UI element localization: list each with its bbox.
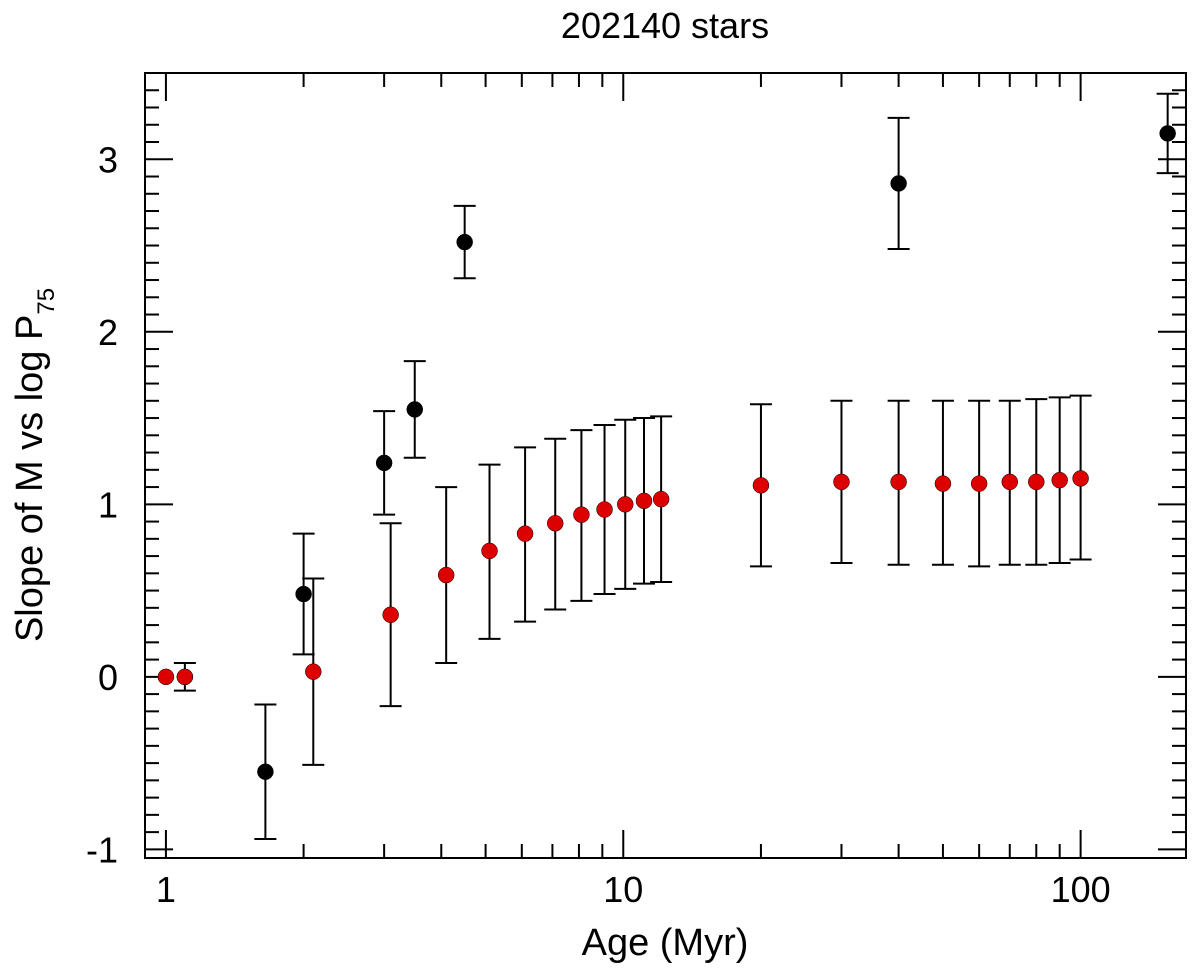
data-point-red bbox=[176, 668, 194, 686]
data-point-red bbox=[573, 506, 590, 523]
data-point-red bbox=[1072, 470, 1089, 487]
x-tick-label: 100 bbox=[1051, 869, 1111, 910]
data-point-red bbox=[157, 668, 175, 686]
y-tick-label: -1 bbox=[86, 829, 118, 870]
data-point-red bbox=[616, 496, 634, 513]
data-point-red bbox=[752, 477, 770, 494]
axes-ticks bbox=[145, 73, 1186, 858]
y-axis-label-main: Slope of M vs log P bbox=[9, 315, 51, 642]
x-axis-label: Age (Myr) bbox=[582, 922, 749, 964]
y-tick-label: 1 bbox=[98, 484, 118, 525]
data-point-black bbox=[456, 233, 473, 251]
data-point-red bbox=[481, 542, 498, 560]
y-tick-label: 2 bbox=[98, 312, 118, 353]
data-point-black bbox=[375, 454, 393, 472]
y-axis-label: Slope of M vs log P75 bbox=[9, 288, 60, 642]
chart-title: 202140 stars bbox=[561, 5, 769, 46]
plot-frame bbox=[144, 72, 1187, 859]
data-point-red bbox=[382, 606, 399, 623]
data-point-red bbox=[1028, 473, 1045, 491]
data-point-red bbox=[1001, 473, 1019, 491]
data-point-red bbox=[652, 490, 670, 508]
y-axis-label-subscript: 75 bbox=[33, 288, 60, 315]
error-bars bbox=[173, 92, 1179, 841]
data-point-red bbox=[516, 525, 534, 542]
x-tick-label: 10 bbox=[603, 869, 643, 910]
data-points bbox=[157, 125, 1176, 780]
data-point-red bbox=[635, 492, 653, 510]
y-tick-label: 3 bbox=[98, 139, 118, 180]
data-point-black bbox=[890, 175, 907, 192]
x-tick-label: 1 bbox=[156, 869, 176, 910]
data-point-red bbox=[833, 473, 850, 491]
data-point-red bbox=[596, 501, 613, 518]
data-point-red bbox=[890, 473, 907, 491]
data-point-red bbox=[934, 475, 952, 492]
y-tick-label: 0 bbox=[98, 657, 118, 698]
data-point-black bbox=[257, 763, 274, 780]
data-point-red bbox=[1051, 471, 1068, 489]
data-point-red bbox=[437, 566, 455, 584]
data-point-black bbox=[406, 401, 424, 418]
tick-labels: 1 10 100 -1 0 1 2 3 bbox=[86, 139, 1111, 910]
data-point-red bbox=[970, 475, 988, 492]
data-point-black bbox=[1159, 125, 1176, 142]
data-point-black bbox=[295, 585, 312, 603]
data-point-red bbox=[546, 515, 564, 532]
data-point-red bbox=[305, 663, 322, 680]
